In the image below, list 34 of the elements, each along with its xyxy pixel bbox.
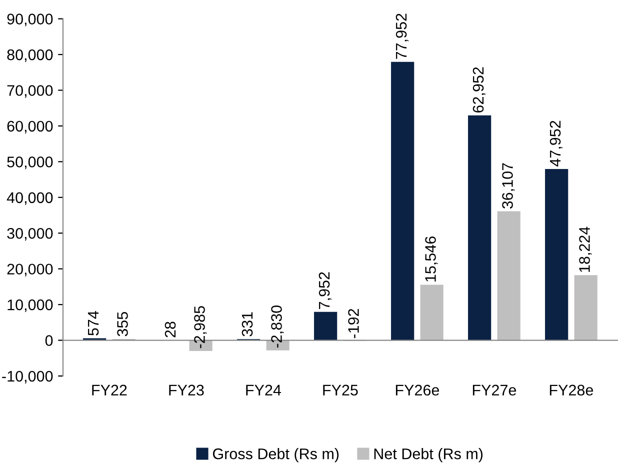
- legend-label: Net Debt (Rs m): [374, 448, 483, 462]
- y-tick-label: 40,000: [6, 192, 53, 205]
- x-tick-label: FY23: [169, 384, 204, 396]
- y-tick-label: 0: [45, 335, 53, 346]
- data-label: 355: [117, 312, 128, 336]
- x-tick-label: FY26e: [396, 384, 440, 396]
- data-label: 47,952: [550, 120, 562, 166]
- y-tick-label: 70,000: [7, 85, 53, 98]
- legend-label: Gross Debt (Rs m): [212, 448, 339, 462]
- data-label: 62,952: [472, 67, 486, 112]
- y-tick-label: 80,000: [7, 49, 53, 62]
- y-tick-label: 20,000: [7, 264, 53, 276]
- data-label: -192: [348, 309, 359, 338]
- y-tick-label: 30,000: [7, 228, 53, 241]
- data-label: -2,830: [271, 306, 284, 348]
- data-label: 574: [88, 311, 99, 336]
- data-label: 28: [164, 322, 176, 338]
- data-label: 7,952: [318, 272, 332, 309]
- y-tick-label: 60,000: [7, 120, 53, 134]
- x-tick-label: FY25: [323, 384, 358, 396]
- data-label: -2,985: [194, 306, 207, 348]
- data-label: 331: [242, 312, 253, 336]
- x-tick-label: FY24: [246, 384, 282, 396]
- data-label: 18,224: [579, 226, 592, 272]
- x-tick-label: FY28e: [550, 384, 594, 396]
- y-tick-label: -10,000: [2, 370, 53, 384]
- data-label: 15,546: [425, 236, 438, 282]
- data-label: 77,952: [396, 14, 408, 59]
- y-tick-label: 50,000: [7, 156, 53, 170]
- x-tick-label: FY22: [92, 384, 127, 396]
- x-tick-label: FY27e: [472, 384, 516, 396]
- data-label: 36,107: [502, 163, 515, 209]
- y-tick-label: 10,000: [8, 299, 53, 312]
- y-tick-label: 90,000: [7, 14, 53, 26]
